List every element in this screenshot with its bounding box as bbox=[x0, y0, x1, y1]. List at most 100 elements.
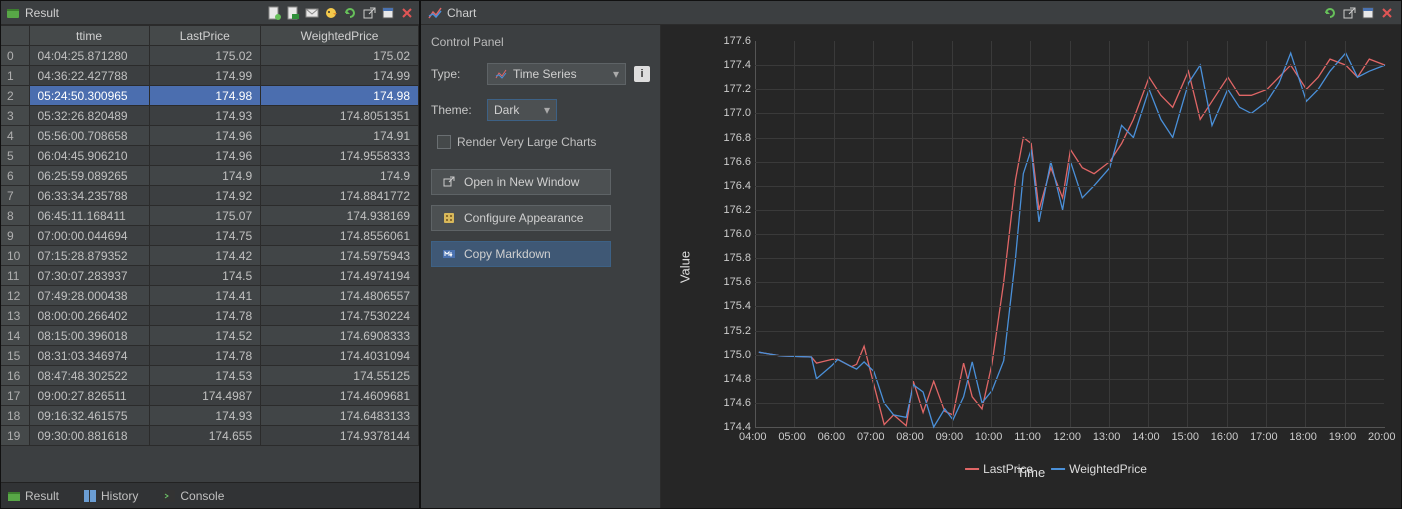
table-row[interactable]: 1408:15:00.396018174.52174.6908333 bbox=[1, 326, 419, 346]
y-tick-label: 176.8 bbox=[721, 132, 751, 144]
chart-popout-icon[interactable] bbox=[1341, 5, 1357, 21]
export-xls-icon[interactable] bbox=[285, 5, 301, 21]
table-row[interactable]: 1709:00:27.826511174.4987174.4609681 bbox=[1, 386, 419, 406]
copy-markdown-button[interactable]: Copy Markdown bbox=[431, 241, 611, 267]
table-cell: 174.655 bbox=[149, 426, 261, 446]
table-cell: 06:25:59.089265 bbox=[29, 166, 149, 186]
table-row[interactable]: 305:32:26.820489174.93174.8051351 bbox=[1, 106, 419, 126]
tab-result[interactable]: Result bbox=[7, 489, 59, 503]
table-cell: 0 bbox=[1, 46, 29, 66]
table-cell: 8 bbox=[1, 206, 29, 226]
close-icon[interactable] bbox=[399, 5, 415, 21]
table-cell: 174.75 bbox=[149, 226, 261, 246]
result-title-icon bbox=[5, 5, 21, 21]
table-row[interactable]: 1508:31:03.346974174.78174.4031094 bbox=[1, 346, 419, 366]
table-cell: 174.98 bbox=[149, 86, 261, 106]
table-row[interactable]: 405:56:00.708658174.96174.91 bbox=[1, 126, 419, 146]
table-cell: 07:15:28.879352 bbox=[29, 246, 149, 266]
legend-item-weighted: WeightedPrice bbox=[1051, 462, 1147, 476]
chevron-down-icon: ▾ bbox=[613, 67, 619, 81]
grid-v bbox=[1305, 41, 1306, 427]
x-tick-label: 10:00 bbox=[975, 431, 1003, 443]
table-cell: 174.4974194 bbox=[261, 266, 419, 286]
grid-v bbox=[1148, 41, 1149, 427]
table-cell: 09:00:27.826511 bbox=[29, 386, 149, 406]
grid-v bbox=[991, 41, 992, 427]
table-row[interactable]: 806:45:11.168411175.07174.938169 bbox=[1, 206, 419, 226]
type-value: Time Series bbox=[513, 67, 577, 81]
table-row[interactable]: 1809:16:32.461575174.93174.6483133 bbox=[1, 406, 419, 426]
x-tick-label: 16:00 bbox=[1211, 431, 1239, 443]
table-row[interactable]: 004:04:25.871280175.02175.02 bbox=[1, 46, 419, 66]
refresh-doc-icon[interactable] bbox=[266, 5, 282, 21]
table-cell: 09:16:32.461575 bbox=[29, 406, 149, 426]
table-row[interactable]: 506:04:45.906210174.96174.9558333 bbox=[1, 146, 419, 166]
table-cell: 10 bbox=[1, 246, 29, 266]
table-cell: 174.78 bbox=[149, 306, 261, 326]
large-charts-checkbox[interactable] bbox=[437, 135, 451, 149]
table-cell: 06:04:45.906210 bbox=[29, 146, 149, 166]
chart-maximize-icon[interactable] bbox=[1360, 5, 1376, 21]
table-row[interactable]: 606:25:59.089265174.9174.9 bbox=[1, 166, 419, 186]
result-table[interactable]: ttimeLastPriceWeightedPrice 004:04:25.87… bbox=[1, 25, 419, 446]
y-tick-label: 176.4 bbox=[721, 180, 751, 192]
y-tick-label: 176.2 bbox=[721, 204, 751, 216]
open-new-window-button[interactable]: Open in New Window bbox=[431, 169, 611, 195]
grid-v bbox=[1345, 41, 1346, 427]
maximize-icon[interactable] bbox=[380, 5, 396, 21]
type-info-icon[interactable]: i bbox=[634, 66, 650, 82]
table-cell: 9 bbox=[1, 226, 29, 246]
grid-v bbox=[952, 41, 953, 427]
table-cell: 08:15:00.396018 bbox=[29, 326, 149, 346]
popout-icon[interactable] bbox=[361, 5, 377, 21]
y-tick-label: 177.6 bbox=[721, 35, 751, 47]
table-cell: 174.53 bbox=[149, 366, 261, 386]
table-cell: 174.5 bbox=[149, 266, 261, 286]
table-row[interactable]: 1909:30:00.881618174.655174.9378144 bbox=[1, 426, 419, 446]
table-row[interactable]: 1107:30:07.283937174.5174.4974194 bbox=[1, 266, 419, 286]
col-header[interactable]: LastPrice bbox=[149, 26, 261, 46]
grid-v bbox=[1187, 41, 1188, 427]
chart-close-icon[interactable] bbox=[1379, 5, 1395, 21]
chart-legend: LastPrice WeightedPrice bbox=[965, 462, 1147, 476]
chart-refresh-icon[interactable] bbox=[1322, 5, 1338, 21]
table-row[interactable]: 1308:00:00.266402174.78174.7530224 bbox=[1, 306, 419, 326]
table-cell: 175.07 bbox=[149, 206, 261, 226]
tab-history[interactable]: History bbox=[83, 489, 138, 503]
col-header[interactable] bbox=[1, 26, 29, 46]
y-tick-label: 177.0 bbox=[721, 107, 751, 119]
table-row[interactable]: 1207:49:28.000438174.41174.4806557 bbox=[1, 286, 419, 306]
table-row[interactable]: 1007:15:28.879352174.42174.5975943 bbox=[1, 246, 419, 266]
theme-select[interactable]: Dark ▾ bbox=[487, 99, 557, 121]
y-tick-label: 176.0 bbox=[721, 228, 751, 240]
configure-appearance-button[interactable]: Configure Appearance bbox=[431, 205, 611, 231]
grid-v bbox=[1030, 41, 1031, 427]
table-cell: 175.02 bbox=[261, 46, 419, 66]
markdown-icon bbox=[442, 247, 456, 261]
chart-area[interactable]: Value LastPrice WeightedPrice bbox=[661, 25, 1401, 508]
x-tick-label: 07:00 bbox=[857, 431, 885, 443]
theme-label: Theme: bbox=[431, 103, 479, 117]
tab-console[interactable]: Console bbox=[162, 489, 224, 503]
grid-v bbox=[1070, 41, 1071, 427]
table-row[interactable]: 205:24:50.300965174.98174.98 bbox=[1, 86, 419, 106]
type-select[interactable]: Time Series ▾ bbox=[487, 63, 626, 85]
x-tick-label: 17:00 bbox=[1250, 431, 1278, 443]
duck-icon[interactable] bbox=[323, 5, 339, 21]
table-cell: 174.41 bbox=[149, 286, 261, 306]
refresh-icon[interactable] bbox=[342, 5, 358, 21]
grid-v bbox=[1266, 41, 1267, 427]
y-axis-label: Value bbox=[678, 250, 693, 282]
table-row[interactable]: 104:36:22.427788174.99174.99 bbox=[1, 66, 419, 86]
mail-icon[interactable] bbox=[304, 5, 320, 21]
table-row[interactable]: 1608:47:48.302522174.53174.55125 bbox=[1, 366, 419, 386]
table-cell: 174.78 bbox=[149, 346, 261, 366]
chart-title-icon bbox=[427, 5, 443, 21]
table-row[interactable]: 907:00:00.044694174.75174.8556061 bbox=[1, 226, 419, 246]
table-row[interactable]: 706:33:34.235788174.92174.8841772 bbox=[1, 186, 419, 206]
col-header[interactable]: WeightedPrice bbox=[261, 26, 419, 46]
table-cell: 174.92 bbox=[149, 186, 261, 206]
col-header[interactable]: ttime bbox=[29, 26, 149, 46]
table-cell: 3 bbox=[1, 106, 29, 126]
table-cell: 07:00:00.044694 bbox=[29, 226, 149, 246]
